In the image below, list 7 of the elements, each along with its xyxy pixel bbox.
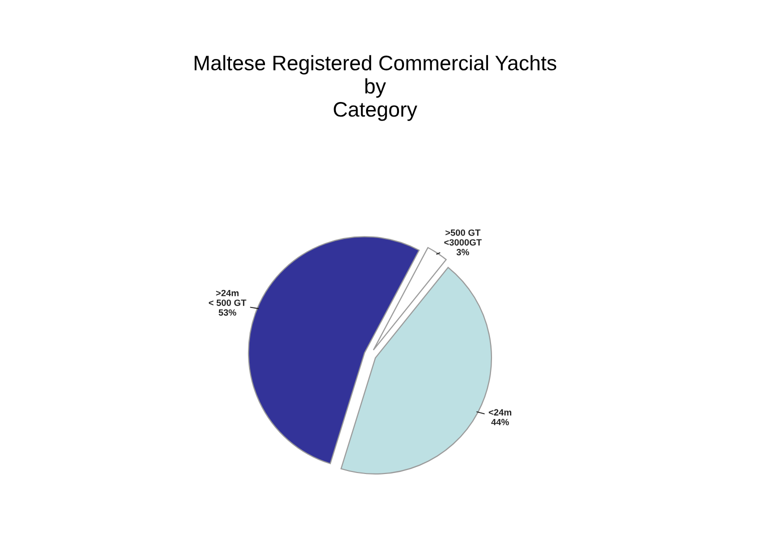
data-label: 53%	[218, 309, 236, 316]
data-label: 3%	[456, 248, 470, 256]
slice-label: >24m < 500 GT	[208, 290, 246, 306]
chart-title: Maltese Registered Commercial Yachts by Category	[194, 55, 556, 121]
data-label: 44%	[491, 418, 509, 426]
slice-label: <24m	[488, 409, 512, 416]
slice-label: >500 GT <3000GT	[444, 229, 482, 246]
